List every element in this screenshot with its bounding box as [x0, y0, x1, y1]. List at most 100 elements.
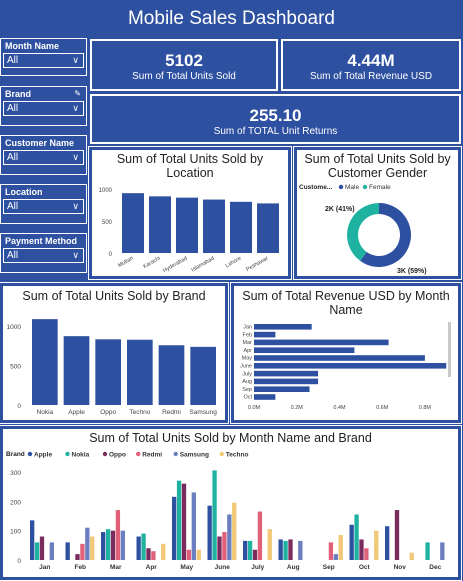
customer-dropdown[interactable]: All ∨: [3, 150, 84, 165]
bar: [146, 548, 151, 560]
legend-label: Samsung: [180, 452, 209, 459]
y-tick-label: Mar: [243, 340, 253, 346]
eraser-icon[interactable]: ✎: [74, 89, 81, 98]
selected-value: All: [7, 103, 19, 114]
legend-label: Oppo: [109, 452, 126, 459]
x-tick-label: Sep: [323, 564, 335, 571]
bar: [196, 549, 201, 560]
card-value: 255.10: [249, 106, 302, 125]
card-value: 5102: [165, 51, 203, 70]
x-tick-label: Nokia: [37, 409, 54, 416]
payment-dropdown[interactable]: All ∨: [3, 248, 84, 263]
month-dropdown[interactable]: All ∨: [3, 53, 84, 68]
bar: [90, 536, 95, 560]
bar: [203, 199, 225, 253]
x-tick-label: Peshawar: [245, 255, 269, 273]
x-tick-label: Samsung: [189, 409, 217, 416]
location-dropdown[interactable]: All ∨: [3, 199, 84, 214]
bar: [141, 533, 146, 560]
y-tick-label: 500: [10, 363, 21, 370]
bar: [212, 470, 217, 560]
legend-marker: [136, 451, 141, 457]
bar: [115, 510, 121, 560]
bar: [122, 193, 144, 253]
slicer-brand[interactable]: Brand ✎ All ∨: [0, 86, 87, 126]
bar: [333, 554, 338, 560]
x-tick-label: Feb: [74, 564, 86, 571]
legend-marker: [65, 451, 70, 457]
x-tick-label: Redmi: [162, 409, 181, 416]
y-tick-label: Sep: [242, 387, 252, 393]
chevron-down-icon: ∨: [72, 250, 79, 260]
legend-label: Male: [345, 184, 359, 191]
chart-title: Sum of Total Units Sold by Location: [116, 152, 264, 180]
bar: [252, 549, 258, 560]
y-tick-label: 0: [17, 403, 21, 410]
bar: [409, 552, 414, 560]
x-tick-label: May: [180, 564, 193, 571]
brand-dropdown[interactable]: All ∨: [3, 101, 84, 116]
bar: [364, 548, 369, 560]
bar: [254, 394, 276, 400]
location-bar-chart: 1000 500 0 Multan Karachi Hyderabad Islamabad L…: [99, 188, 279, 274]
bar: [374, 530, 379, 560]
bar: [39, 536, 45, 560]
bar: [217, 536, 222, 560]
bar: [161, 543, 166, 560]
y-tick-label: June: [240, 364, 252, 370]
chevron-down-icon: ∨: [72, 103, 79, 113]
legend-label: Female: [369, 184, 391, 191]
data-label: 2K (41%): [325, 206, 355, 213]
x-tick-label: 0.8M: [419, 405, 432, 411]
chart-title: Sum of Total Units Sold by Customer Gend…: [304, 152, 451, 180]
y-tick-label: May: [242, 356, 253, 362]
bar: [151, 551, 156, 560]
bar: [49, 542, 54, 560]
bar: [127, 339, 153, 405]
card-total-units: 5102 Sum of Total Units Sold: [90, 39, 278, 91]
slicer-month-name[interactable]: Month Name All ∨: [0, 38, 87, 76]
legend-label: Techno: [226, 452, 249, 459]
slicer-label: Brand: [5, 89, 32, 99]
chart-title: Sum of Total Units Sold by Month Name an…: [89, 431, 372, 445]
bar: [149, 196, 171, 253]
legend-label: Apple: [34, 452, 52, 459]
chevron-down-icon: ∨: [72, 201, 79, 211]
card-unit-returns: 255.10 Sum of TOTAL Unit Returns: [90, 94, 461, 144]
bar: [359, 539, 364, 560]
bar: [172, 496, 177, 560]
slicer-location[interactable]: Location All ∨: [0, 184, 87, 224]
bar: [181, 483, 187, 560]
slicer-customer-name[interactable]: Customer Name All ∨: [0, 135, 87, 175]
bar: [254, 386, 310, 392]
y-tick-label: Feb: [243, 332, 252, 338]
y-tick-label: 0: [17, 558, 21, 565]
x-tick-label: Aug: [287, 564, 300, 571]
bar: [278, 539, 283, 560]
selected-value: All: [7, 250, 19, 261]
x-tick-label: 0.0M: [248, 405, 261, 411]
bar: [190, 346, 216, 405]
chevron-down-icon: ∨: [72, 55, 79, 65]
bar: [354, 514, 359, 560]
card-label: Sum of Total Units Sold: [132, 71, 236, 82]
bar: [349, 524, 354, 560]
selected-value: All: [7, 201, 19, 212]
slicer-payment-method[interactable]: Payment Method All ∨: [0, 233, 87, 273]
card-value: 4.44M: [347, 51, 395, 70]
bar: [95, 339, 121, 405]
bar: [63, 336, 90, 405]
y-tick-label: Jan: [243, 325, 252, 331]
slicer-label: Location: [5, 187, 43, 197]
x-tick-label: Oppo: [100, 409, 116, 416]
bar: [298, 540, 303, 560]
bar: [247, 540, 253, 560]
legend-title: Custome...: [299, 184, 332, 191]
chart-title: Sum of Total Revenue USD by Month Name: [242, 289, 450, 317]
legend-marker: [102, 451, 108, 457]
gender-donut-chart: Custome... Male Female 3K (59%) 2K (41%): [299, 184, 427, 275]
legend-marker: [27, 451, 33, 457]
legend-title: Brand: [6, 451, 25, 458]
bar: [394, 510, 400, 560]
card-label: Sum of TOTAL Unit Returns: [213, 126, 338, 137]
